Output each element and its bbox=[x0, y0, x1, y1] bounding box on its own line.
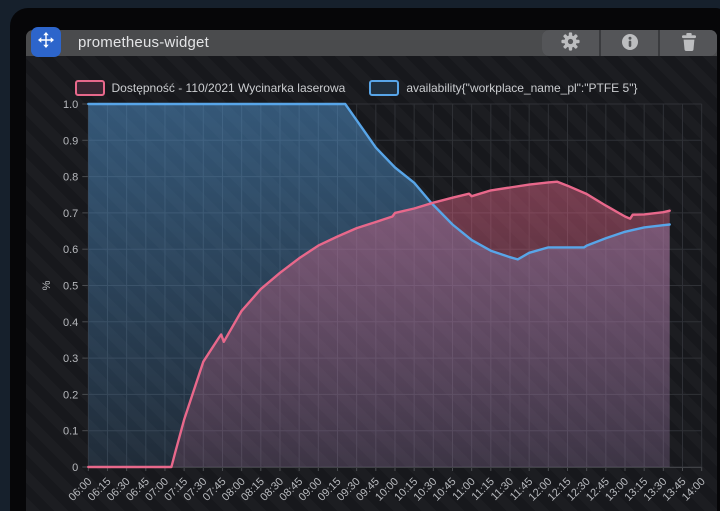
delete-button[interactable] bbox=[660, 30, 717, 56]
legend-item-dostepnosc[interactable]: Dostępność - 110/2021 Wycinarka laserowa bbox=[74, 80, 346, 96]
y-tick-label: 0.7 bbox=[63, 208, 78, 220]
legend-item-availability[interactable]: availability{"workplace_name_pl":"PTFE 5… bbox=[369, 80, 637, 96]
settings-button[interactable] bbox=[542, 30, 599, 56]
chart-container: Dostępność - 110/2021 Wycinarka laserowa… bbox=[26, 56, 717, 511]
widget-body: prometheus-widget bbox=[26, 27, 717, 511]
y-tick-label: 0.3 bbox=[63, 353, 78, 365]
series-line-0 bbox=[87, 180, 671, 469]
info-button[interactable] bbox=[601, 30, 658, 56]
legend-label: availability{"workplace_name_pl":"PTFE 5… bbox=[406, 81, 638, 95]
series-area-0 bbox=[88, 181, 670, 467]
series-line-1 bbox=[87, 102, 671, 261]
availability-area-chart[interactable]: 1.00.90.80.70.60.50.40.30.20.1006:0006:1… bbox=[26, 56, 717, 511]
widget-header: prometheus-widget bbox=[26, 27, 717, 57]
drag-handle[interactable] bbox=[31, 27, 61, 57]
y-tick-label: 0 bbox=[72, 462, 78, 474]
legend-label: Dostępność - 110/2021 Wycinarka laserowa bbox=[111, 81, 346, 95]
y-tick-label: 1.0 bbox=[63, 99, 78, 111]
y-tick-label: 0.9 bbox=[63, 135, 78, 147]
prometheus-widget: prometheus-widget bbox=[10, 8, 720, 511]
widget-toolbar bbox=[542, 30, 717, 56]
y-tick-label: 0.8 bbox=[63, 172, 78, 184]
y-tick-label: 0.4 bbox=[63, 317, 78, 329]
y-tick-label: 0.5 bbox=[63, 281, 78, 293]
y-tick-label: 0.2 bbox=[63, 389, 78, 401]
y-tick-label: 0.1 bbox=[63, 426, 78, 438]
move-icon bbox=[38, 31, 54, 53]
info-icon bbox=[621, 33, 639, 54]
gear-icon bbox=[561, 32, 580, 54]
legend-swatch-blue bbox=[369, 80, 400, 96]
widget-title: prometheus-widget bbox=[78, 34, 209, 51]
y-axis-title: % bbox=[41, 280, 53, 290]
y-tick-label: 0.6 bbox=[63, 244, 78, 256]
trash-icon bbox=[681, 32, 697, 54]
chart-legend: Dostępność - 110/2021 Wycinarka laserowa… bbox=[26, 80, 686, 96]
legend-swatch-pink bbox=[74, 80, 105, 96]
